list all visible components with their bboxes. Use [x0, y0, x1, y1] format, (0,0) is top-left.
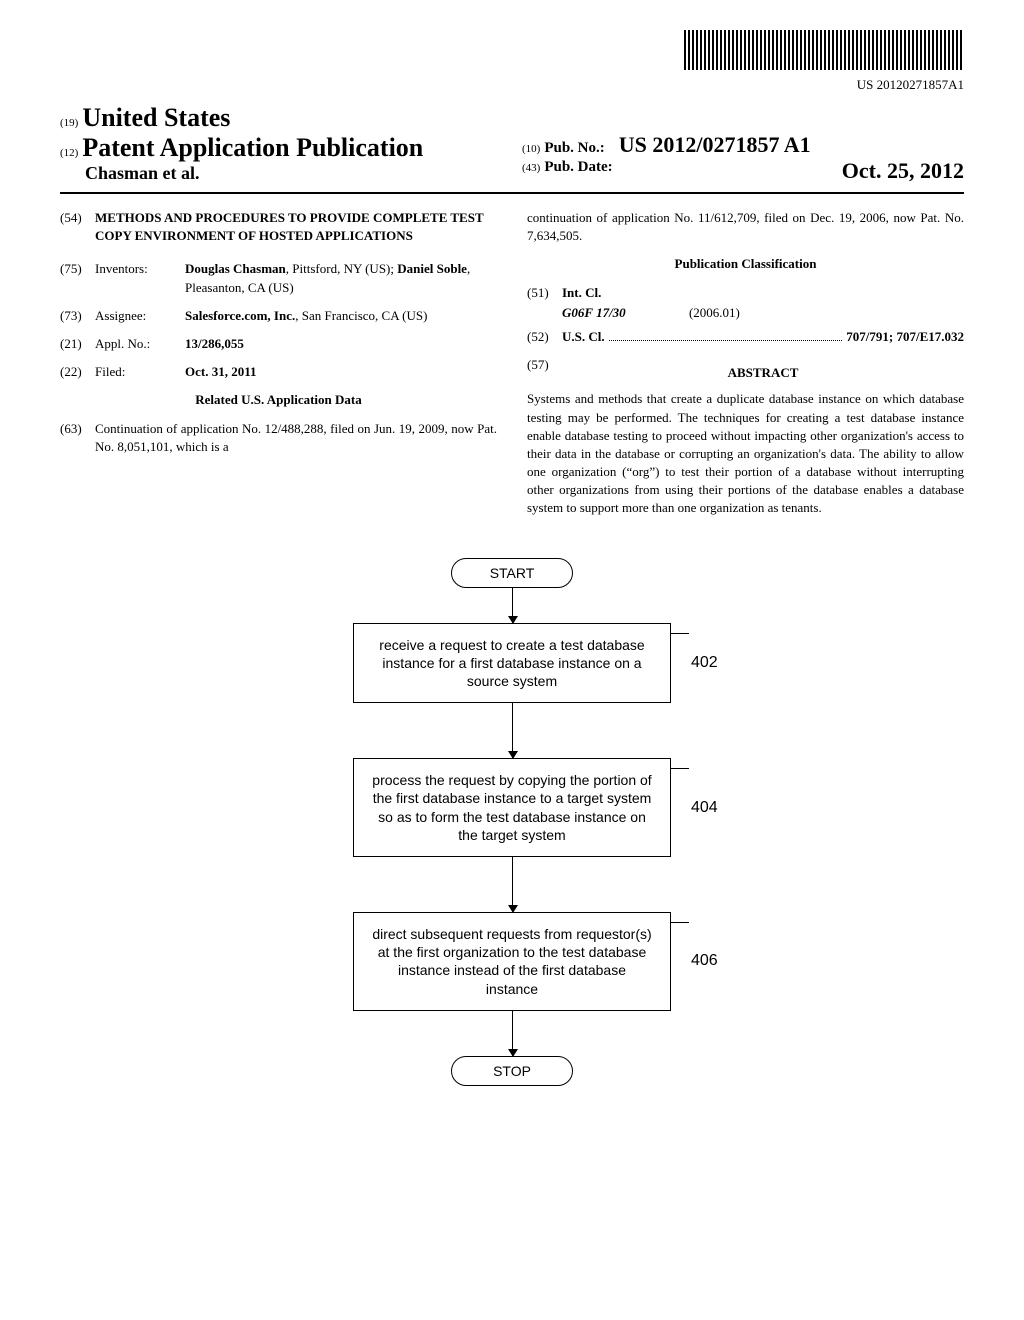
inventors-num: (75)	[60, 260, 95, 296]
applno-num: (21)	[60, 335, 95, 353]
flowchart: START receive a request to create a test…	[60, 558, 964, 1086]
barcode-text: US 20120271857A1	[60, 77, 964, 93]
uscl-value: 707/791; 707/E17.032	[846, 328, 964, 346]
flow-arrow	[512, 703, 513, 758]
flow-label-2: 404	[691, 799, 718, 817]
related-cont: continuation of application No. 11/612,7…	[527, 209, 964, 245]
intcl-year: (2006.01)	[689, 305, 740, 320]
title-text: METHODS AND PROCEDURES TO PROVIDE COMPLE…	[95, 209, 497, 245]
flow-label-line	[671, 633, 689, 634]
flow-box-1: receive a request to create a test datab…	[353, 623, 671, 704]
flow-label-1: 402	[691, 654, 718, 672]
pubno-num: (10)	[522, 143, 540, 155]
applno-label: Appl. No.:	[95, 335, 185, 353]
pubdate-value: Oct. 25, 2012	[842, 158, 964, 184]
abstract-num: (57)	[527, 356, 562, 390]
inventors-label: Inventors:	[95, 260, 185, 296]
flow-arrow	[512, 588, 513, 623]
flow-stop: STOP	[451, 1056, 573, 1086]
flow-box-2: process the request by copying the porti…	[353, 758, 671, 857]
flow-arrow	[512, 857, 513, 912]
inventors-value: Douglas Chasman, Pittsford, NY (US); Dan…	[185, 260, 497, 296]
pubdate-num: (43)	[522, 162, 540, 174]
pubtype: Patent Application Publication	[82, 133, 423, 162]
intcl-code: G06F 17/30	[562, 305, 626, 320]
pubdate-label: Pub. Date:	[544, 159, 612, 175]
classification-heading: Publication Classification	[527, 255, 964, 273]
dotted-line	[609, 328, 843, 341]
left-column: (54) METHODS AND PROCEDURES TO PROVIDE C…	[60, 209, 497, 518]
country-num: (19)	[60, 117, 78, 129]
intcl-label: Int. Cl.	[562, 284, 601, 302]
title-num: (54)	[60, 209, 95, 245]
barcode-graphic	[684, 30, 964, 70]
related-text: Continuation of application No. 12/488,2…	[95, 420, 497, 456]
related-num: (63)	[60, 420, 95, 456]
pubno-value: US 2012/0271857 A1	[619, 132, 811, 157]
header-divider	[60, 192, 964, 194]
abstract-heading: ABSTRACT	[562, 364, 964, 382]
uscl-label: U.S. Cl.	[562, 328, 605, 346]
related-heading: Related U.S. Application Data	[60, 391, 497, 409]
right-column: continuation of application No. 11/612,7…	[527, 209, 964, 518]
barcode-region: US 20120271857A1	[60, 30, 964, 93]
filed-num: (22)	[60, 363, 95, 381]
flow-arrow	[512, 1011, 513, 1056]
uscl-num: (52)	[527, 328, 562, 346]
authors: Chasman et al.	[85, 163, 200, 183]
assignee-label: Assignee:	[95, 307, 185, 325]
filed-value: Oct. 31, 2011	[185, 363, 497, 381]
pubtype-num: (12)	[60, 147, 78, 159]
applno-value: 13/286,055	[185, 335, 497, 353]
flow-start: START	[451, 558, 573, 588]
flow-box-3: direct subsequent requests from requesto…	[353, 912, 671, 1011]
country: United States	[82, 103, 230, 132]
body-columns: (54) METHODS AND PROCEDURES TO PROVIDE C…	[60, 209, 964, 518]
header-row: (19) United States (12) Patent Applicati…	[60, 103, 964, 184]
assignee-value: Salesforce.com, Inc., San Francisco, CA …	[185, 307, 497, 325]
flow-label-line	[671, 768, 689, 769]
filed-label: Filed:	[95, 363, 185, 381]
flow-label-line	[671, 922, 689, 923]
intcl-num: (51)	[527, 284, 562, 302]
abstract-text: Systems and methods that create a duplic…	[527, 390, 964, 517]
flow-label-3: 406	[691, 952, 718, 970]
assignee-num: (73)	[60, 307, 95, 325]
pubno-label: Pub. No.:	[544, 140, 604, 156]
